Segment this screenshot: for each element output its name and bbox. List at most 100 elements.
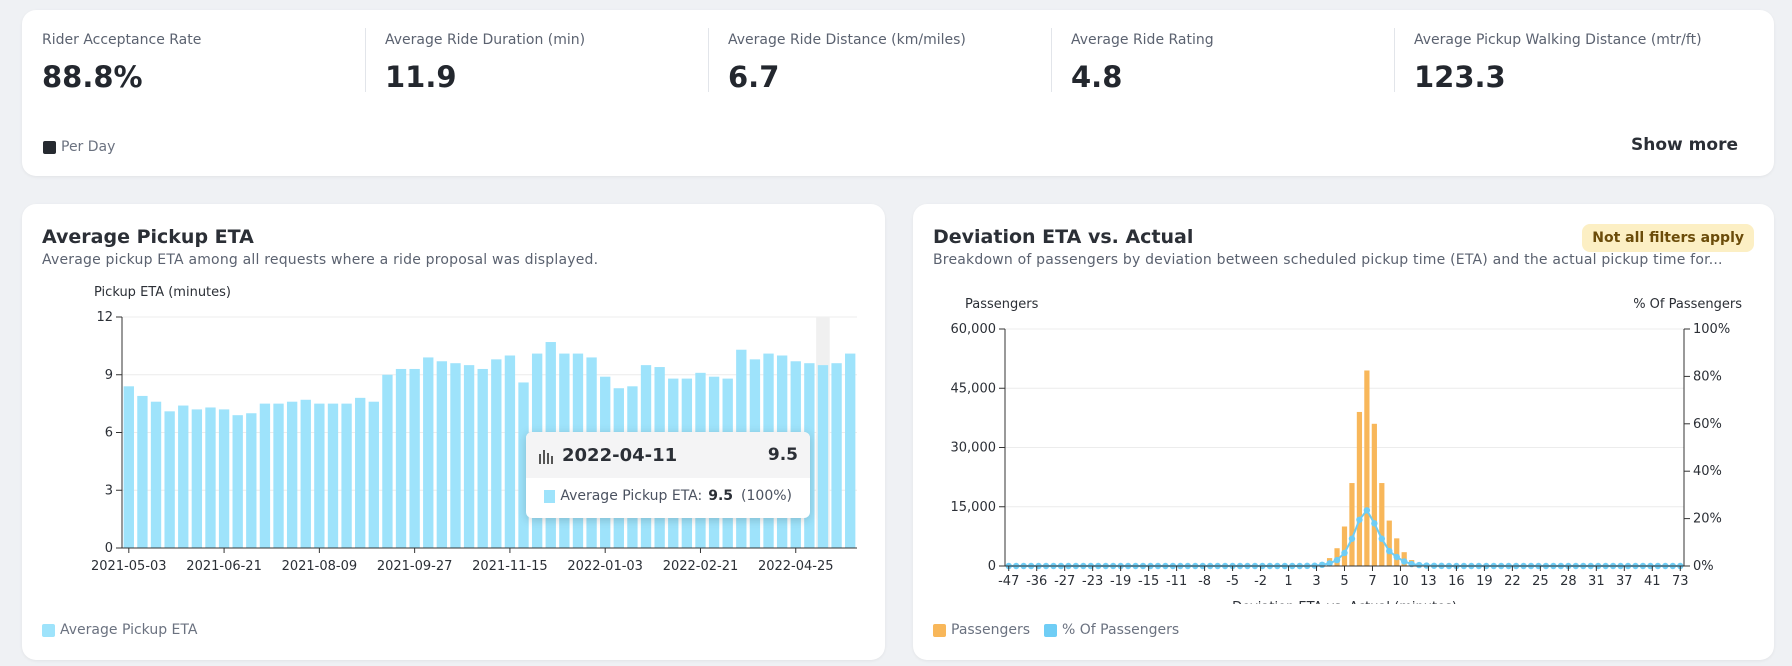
tooltip-header: 2022-04-11 9.5 <box>526 432 810 478</box>
pickup-eta-chart[interactable]: Pickup ETA (minutes) 0 3 6 9 12 2021-05-03 2021… <box>22 204 885 604</box>
y-axis-title: Passengers <box>965 297 1039 312</box>
pct-passengers-point <box>1326 560 1333 567</box>
passengers-bar <box>1371 423 1377 566</box>
eta-bar <box>491 359 502 548</box>
per-day-legend[interactable]: Per Day <box>43 139 115 155</box>
passengers-bar <box>1356 411 1363 566</box>
pct-passengers-point <box>1363 507 1371 514</box>
eta-bar <box>191 409 203 548</box>
chart-title: Average Pickup ETA <box>42 226 254 248</box>
pct-passengers-point <box>1415 561 1423 569</box>
y-axis-title: Pickup ETA (minutes) <box>94 285 231 300</box>
show-more-button[interactable]: Show more <box>1631 135 1738 155</box>
x-tick-label: 2022-04-25 <box>758 559 834 574</box>
eta-bar <box>355 397 366 548</box>
y2-tick-label: 100% <box>1693 322 1730 337</box>
eta-bar <box>164 411 175 548</box>
kpi-label: Rider Acceptance Rate <box>42 32 202 48</box>
eta-bar <box>205 407 216 548</box>
x-tick-label: 19 <box>1476 574 1493 589</box>
y-tick-label: 9 <box>105 368 113 383</box>
eta-bar <box>259 403 271 548</box>
pct-passengers-point <box>1400 558 1408 565</box>
x-tick-label: 7 <box>1368 574 1376 589</box>
eta-bar <box>300 399 311 548</box>
passengers-bar <box>1349 483 1355 566</box>
legend-item-passengers[interactable]: Passengers <box>933 622 1030 638</box>
x-tick-label: 2022-01-03 <box>567 559 643 574</box>
passengers-bar <box>1386 520 1392 566</box>
legend-item-eta[interactable]: Average Pickup ETA <box>42 622 197 638</box>
x-tick-label: 5 <box>1340 574 1348 589</box>
kpi-divider <box>708 28 709 92</box>
eta-bar <box>178 405 189 548</box>
eta-bar <box>123 386 134 548</box>
x-tick-label: 37 <box>1616 574 1633 589</box>
legend-item-pct-passengers[interactable]: % Of Passengers <box>1044 622 1179 638</box>
tooltip-date: 2022-04-11 <box>562 444 678 466</box>
y2-axis-title: % Of Passengers <box>1633 297 1742 312</box>
eta-bar <box>817 365 829 548</box>
x-tick-label: 1 <box>1284 574 1292 589</box>
tooltip-pct: (100%) <box>741 488 792 504</box>
legend-swatch <box>42 623 55 637</box>
eta-bar <box>477 368 488 548</box>
x-tick-label: 16 <box>1448 574 1465 589</box>
kpi-divider <box>365 28 366 92</box>
chart-tooltip: 2022-04-11 9.5 Average Pickup ETA: 9.5 (… <box>526 432 810 518</box>
x-tick-label: -36 <box>1026 574 1047 589</box>
y2-tick-label: 60% <box>1693 417 1722 432</box>
eta-bar <box>368 401 379 548</box>
x-tick-label: -23 <box>1082 574 1103 589</box>
kpi-label: Average Pickup Walking Distance (mtr/ft) <box>1414 32 1702 48</box>
y-tick-label: 3 <box>105 483 113 498</box>
y-tick-label: 45,000 <box>951 381 997 396</box>
pct-passengers-point <box>1341 549 1348 557</box>
passengers-bar <box>1379 483 1385 566</box>
eta-bar <box>314 403 325 548</box>
y-tick-label: 30,000 <box>951 441 997 456</box>
legend-label: Passengers <box>951 622 1031 638</box>
eta-bar <box>450 363 461 548</box>
passengers-bar <box>1341 526 1348 566</box>
chart-title: Deviation ETA vs. Actual <box>933 226 1194 248</box>
per-day-label: Per Day <box>61 139 116 155</box>
legend-label: Average Pickup ETA <box>60 622 198 638</box>
pct-passengers-point <box>1378 535 1386 542</box>
kpi-card: Rider Acceptance Rate 88.8% Average Ride… <box>22 10 1774 176</box>
filters-badge[interactable]: Not all filters apply <box>1582 224 1754 252</box>
eta-bar <box>273 403 284 548</box>
eta-bar <box>246 413 257 548</box>
x-tick-label: 2021-09-27 <box>377 559 453 574</box>
x-tick-label: 2021-06-21 <box>186 559 262 574</box>
chart-legend[interactable]: Passengers % Of Passengers <box>933 622 1193 638</box>
x-axis-title: Deviation ETA vs. Actual (minutes) <box>1232 600 1457 604</box>
x-tick-label: 28 <box>1560 574 1577 589</box>
x-tick-label: -11 <box>1166 574 1187 589</box>
kpi-value: 88.8% <box>42 60 143 94</box>
tooltip-value: 9.5 <box>767 445 798 465</box>
kpi-divider <box>1051 28 1052 92</box>
x-tick-label: 31 <box>1588 574 1605 589</box>
deviation-chart[interactable]: Passengers % Of Passengers 0 15,000 30,000 45… <box>913 204 1774 604</box>
kpi-label: Average Ride Duration (min) <box>385 32 586 48</box>
y2-tick-label: 20% <box>1693 512 1722 527</box>
eta-bar <box>423 357 434 548</box>
eta-bar <box>463 365 475 548</box>
eta-bar <box>382 374 393 548</box>
x-tick-label: -19 <box>1110 574 1131 589</box>
chart-legend[interactable]: Average Pickup ETA <box>42 622 211 638</box>
passengers-bar <box>1364 370 1370 566</box>
y2-tick-label: 0% <box>1693 559 1714 574</box>
x-tick-label: -15 <box>1138 574 1159 589</box>
x-tick-label: 2021-08-09 <box>282 559 358 574</box>
chart-subtitle: Breakdown of passengers by deviation bet… <box>933 252 1723 268</box>
y-tick-label: 15,000 <box>951 500 997 515</box>
kpi-value: 123.3 <box>1414 60 1506 94</box>
pct-passengers-point <box>1318 561 1326 569</box>
tooltip-swatch <box>544 489 556 503</box>
y-tick-label: 0 <box>988 559 996 574</box>
eta-bar <box>845 353 856 548</box>
pct-passengers-point <box>1393 553 1400 561</box>
pct-passengers-point <box>1371 520 1378 527</box>
